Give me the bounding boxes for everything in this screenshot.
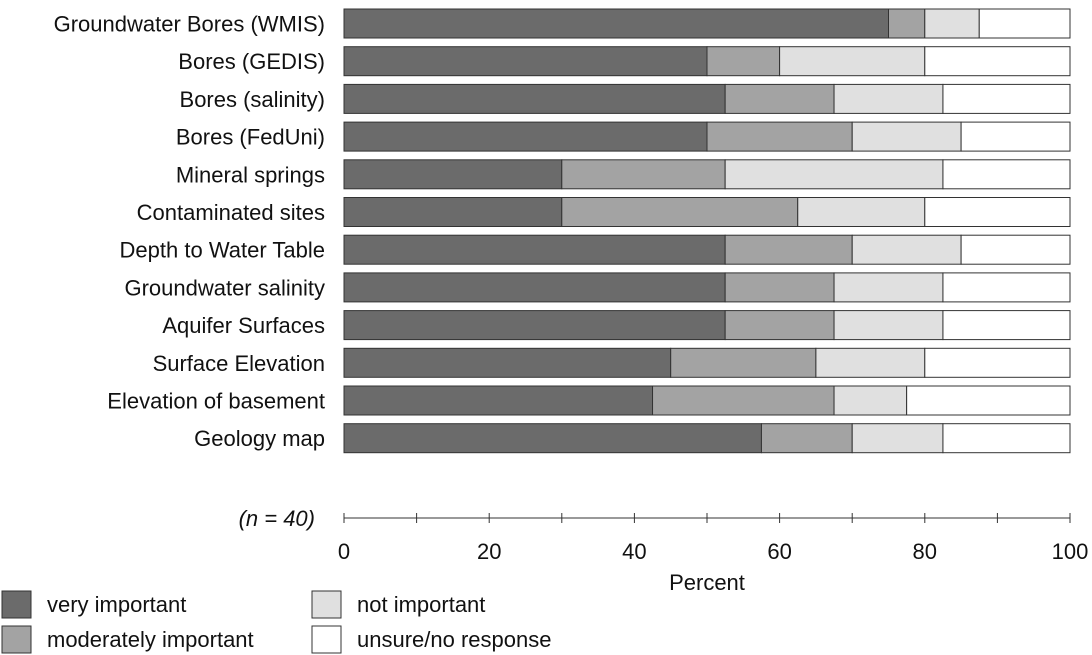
x-tick-label: 100 [1052,539,1089,564]
x-tick-label: 20 [477,539,501,564]
category-label: Groundwater salinity [124,275,325,300]
sample-size-note: (n = 40) [239,506,315,531]
bar-bores-salinity-not-important [833,83,944,114]
bar-elevation-of-basement-very-important [343,385,654,416]
bar-aquifer-surfaces-not-important [833,310,944,341]
bar-elevation-of-basement-unsure-no-response [906,385,1071,416]
bar-bores-gedis-unsure-no-response [924,46,1071,77]
x-tick-label: 40 [622,539,646,564]
category-label: Elevation of basement [107,389,325,414]
bar-groundwater-bores-wmis-very-important [343,8,889,39]
bars-group [343,8,1071,454]
bar-groundwater-salinity-unsure-no-response [942,272,1071,303]
bar-bores-feduni-moderately-important [706,121,853,152]
bar-bores-salinity-very-important [343,83,726,114]
bar-depth-to-water-table-moderately-important [724,234,853,265]
bar-geology-map-unsure-no-response [942,423,1071,454]
legend-label-unsure-no-response: unsure/no response [357,627,551,652]
bar-aquifer-surfaces-moderately-important [724,310,835,341]
bar-mineral-springs-not-important [724,159,944,190]
bar-contaminated-sites-unsure-no-response [924,197,1071,227]
bar-bores-gedis-moderately-important [706,46,781,77]
bar-groundwater-salinity-very-important [343,272,726,303]
category-label: Depth to Water Table [120,238,325,263]
bar-bores-feduni-not-important [851,121,962,152]
bar-contaminated-sites-very-important [343,197,563,227]
bar-elevation-of-basement-not-important [833,385,908,416]
bar-geology-map-very-important [343,423,762,454]
bar-geology-map-moderately-important [760,423,853,454]
legend-label-moderately-important: moderately important [47,627,254,652]
bar-groundwater-bores-wmis-moderately-important [888,8,926,39]
bar-groundwater-bores-wmis-not-important [924,8,980,39]
bar-surface-elevation-unsure-no-response [924,347,1071,378]
bar-aquifer-surfaces-unsure-no-response [942,310,1071,341]
bar-groundwater-salinity-not-important [833,272,944,303]
category-label: Contaminated sites [137,200,325,225]
category-label: Groundwater Bores (WMIS) [54,12,325,37]
bar-bores-feduni-very-important [343,121,708,152]
legend-swatch-unsure-no-response [311,625,342,654]
legend-label-not-important: not important [357,592,485,617]
bar-surface-elevation-very-important [343,347,672,378]
category-label: Mineral springs [176,162,325,187]
bar-depth-to-water-table-not-important [851,234,962,265]
bar-depth-to-water-table-very-important [343,234,726,265]
bar-bores-salinity-unsure-no-response [942,83,1071,114]
category-label: Bores (GEDIS) [178,49,325,74]
x-tick-label: 0 [338,539,350,564]
bar-groundwater-bores-wmis-unsure-no-response [978,8,1071,39]
bar-surface-elevation-not-important [815,347,926,378]
bar-mineral-springs-unsure-no-response [942,159,1071,190]
x-tick-label: 60 [767,539,791,564]
legend-swatch-moderately-important [1,625,32,654]
bar-mineral-springs-very-important [343,159,563,190]
bar-depth-to-water-table-unsure-no-response [960,234,1071,265]
legend-swatch-very-important [1,590,32,619]
legend-label-very-important: very important [47,592,186,617]
bar-elevation-of-basement-moderately-important [652,385,835,416]
bar-aquifer-surfaces-very-important [343,310,726,341]
category-label: Bores (FedUni) [176,125,325,150]
category-labels: Groundwater Bores (WMIS) Bores (GEDIS) Bor… [54,12,325,452]
bar-mineral-springs-moderately-important [561,159,726,190]
bar-bores-salinity-moderately-important [724,83,835,114]
bar-contaminated-sites-not-important [797,197,926,227]
category-label: Bores (salinity) [180,87,325,112]
x-axis: 0 20 40 60 80 100 [338,513,1088,564]
bar-bores-gedis-not-important [779,46,926,77]
legend: very important moderately important not im… [1,590,551,654]
bar-groundwater-salinity-moderately-important [724,272,835,303]
bar-bores-gedis-very-important [343,46,708,77]
category-label: Aquifer Surfaces [162,313,325,338]
bar-contaminated-sites-moderately-important [561,197,799,227]
x-axis-title: Percent [669,570,745,595]
bar-bores-feduni-unsure-no-response [960,121,1071,152]
bar-geology-map-not-important [851,423,944,454]
legend-swatch-not-important [311,590,342,619]
category-label: Surface Elevation [153,351,325,376]
x-tick-label: 80 [913,539,937,564]
bar-surface-elevation-moderately-important [670,347,817,378]
category-label: Geology map [194,426,325,451]
